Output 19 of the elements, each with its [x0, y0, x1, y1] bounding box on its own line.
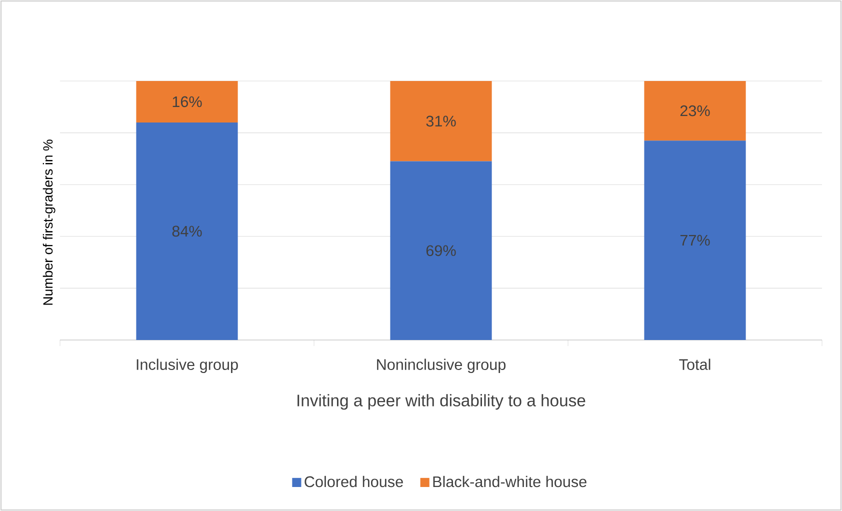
data-label: 77% [680, 234, 710, 246]
data-label: 31% [426, 116, 456, 127]
data-label: 84% [172, 226, 202, 237]
bar [136, 122, 238, 340]
legend-label: Black-and-white house [433, 476, 586, 488]
x-tick-label: Total [679, 358, 710, 370]
data-label: 23% [680, 105, 710, 116]
data-label: 16% [172, 96, 202, 108]
x-tick-label: Noninclusive group [377, 358, 506, 373]
legend-label: Colored house [304, 476, 403, 488]
bar [136, 81, 238, 122]
bar [644, 140, 746, 340]
bar [644, 81, 746, 141]
x-tick-label: Inclusive group [136, 358, 238, 373]
bar [390, 81, 492, 162]
bar [390, 161, 492, 340]
x-axis-title: Inviting a peer with disability to a house [298, 394, 586, 410]
data-label: 69% [426, 245, 456, 256]
y-axis-title: Number of first-graders in % [42, 140, 56, 305]
